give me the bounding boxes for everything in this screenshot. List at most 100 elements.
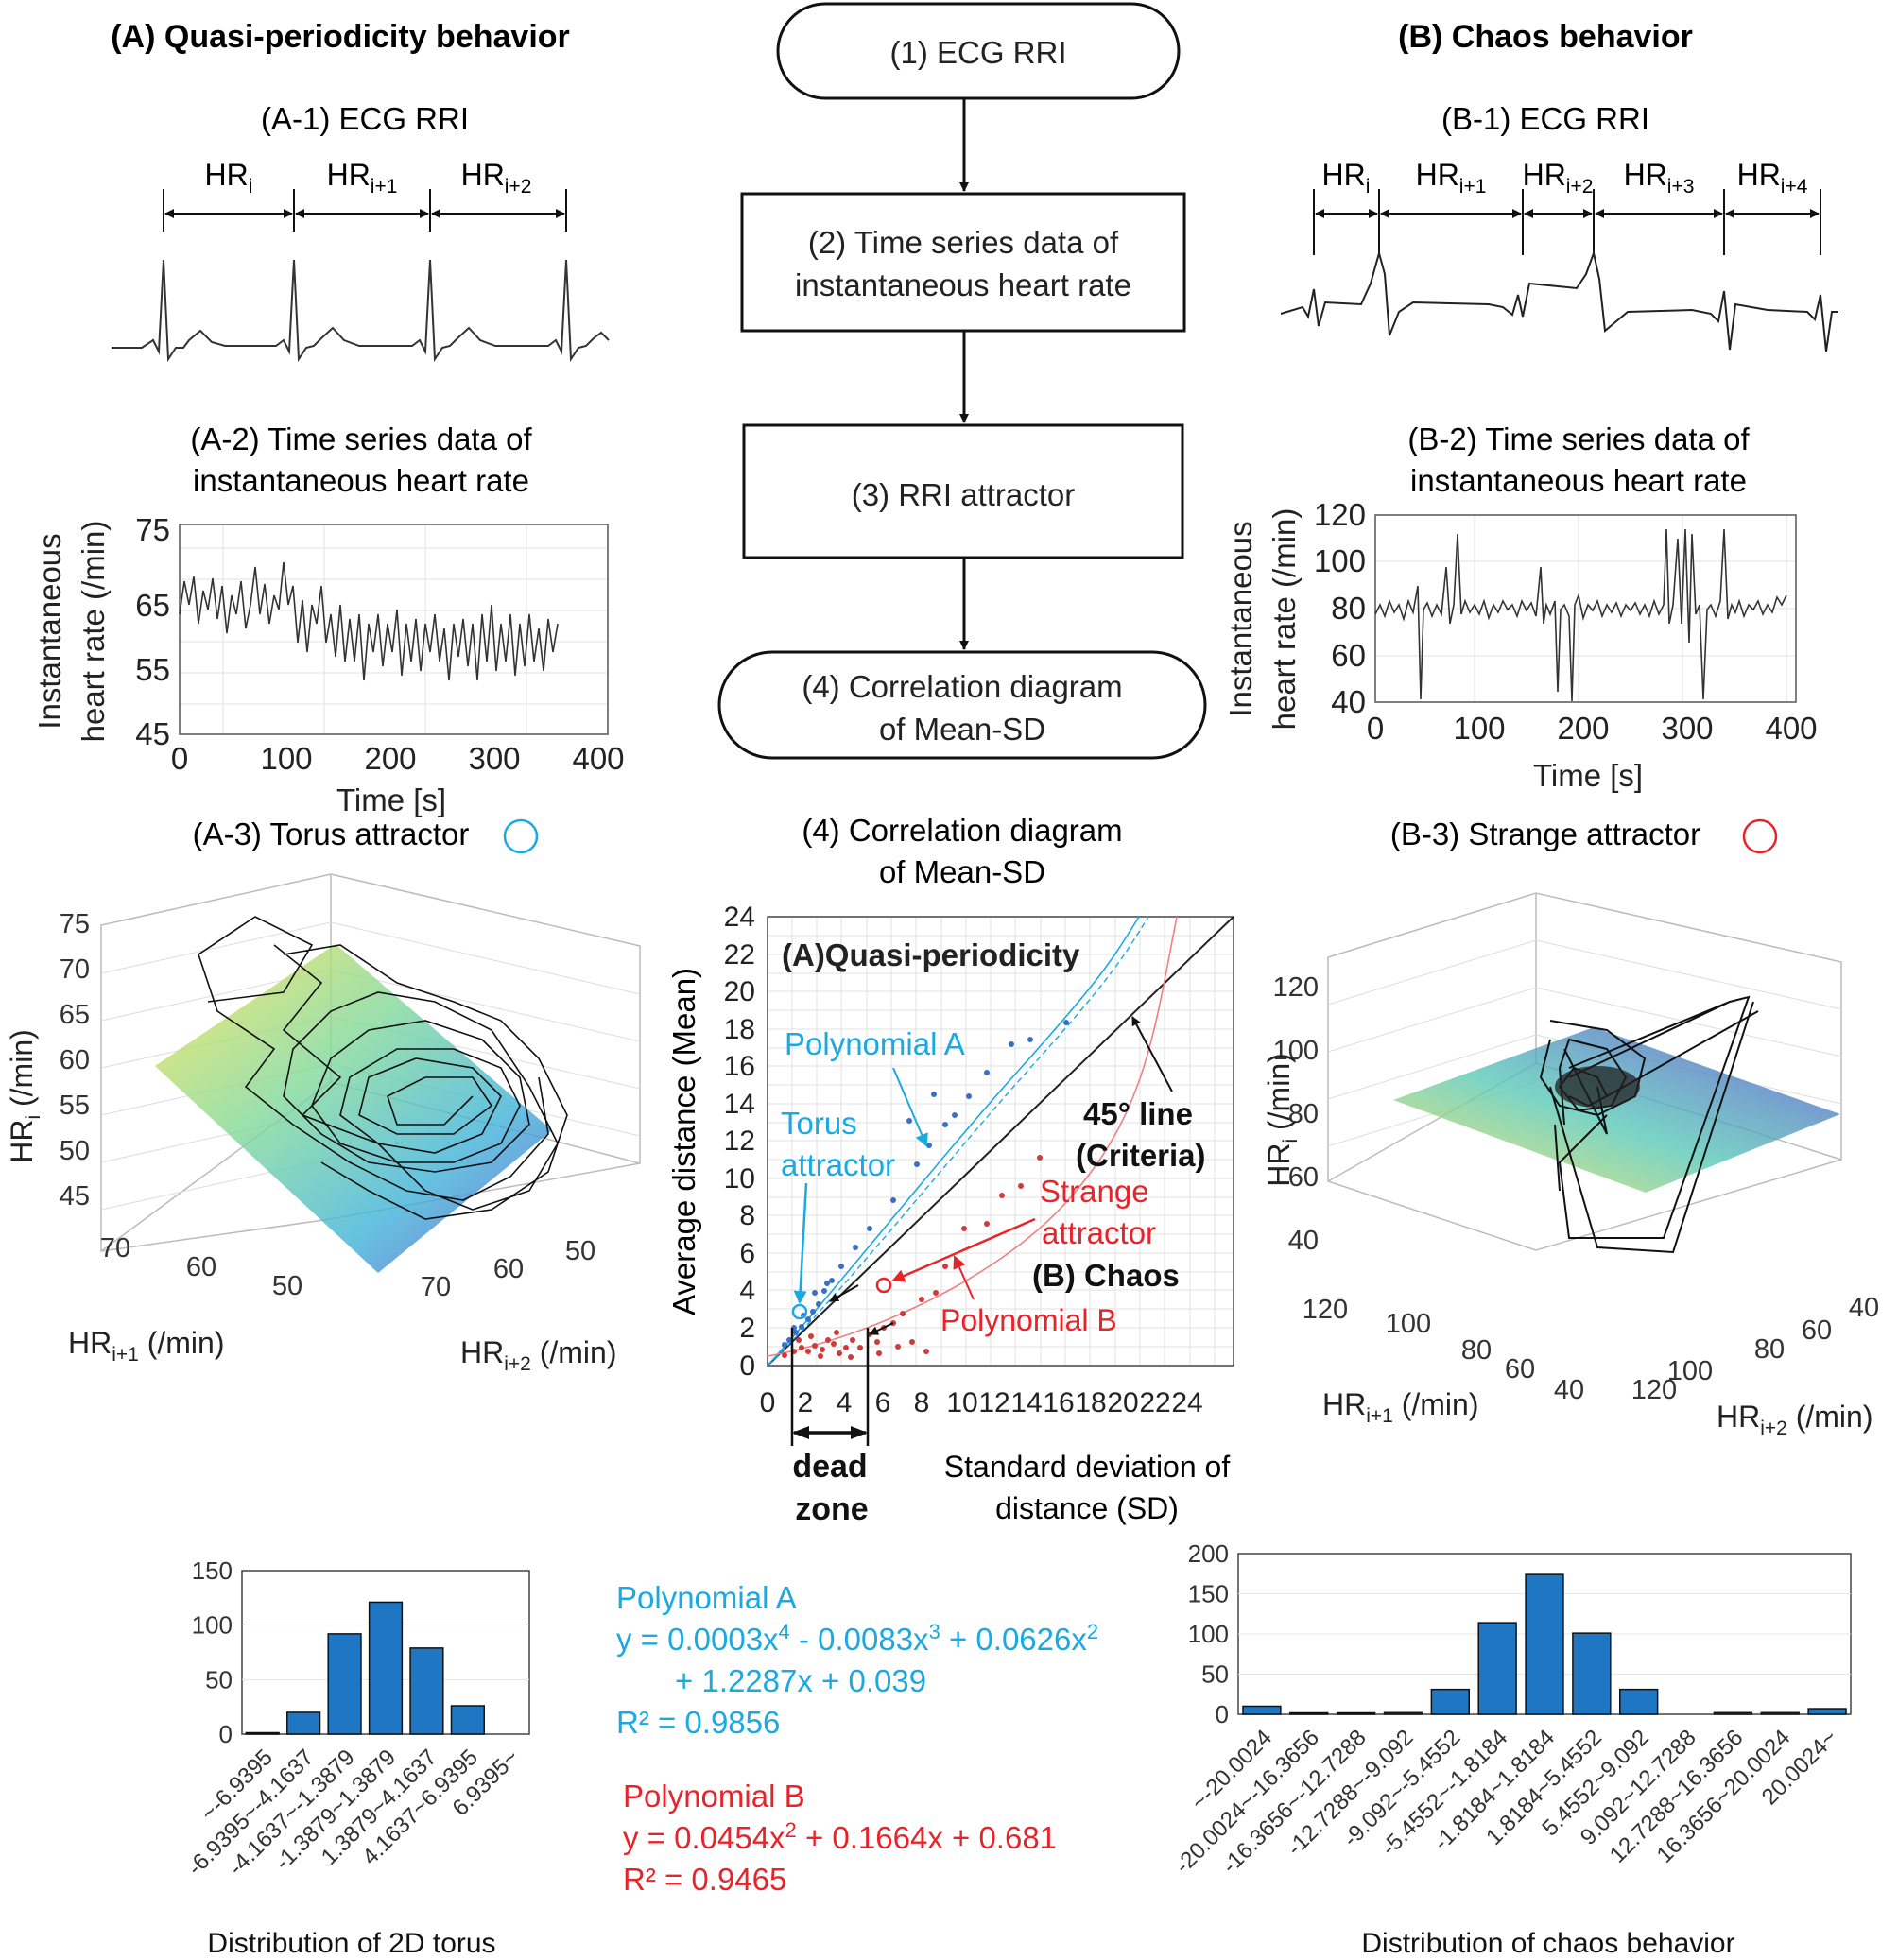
mean-sd-ylabel: Average distance (Mean) [666,968,701,1315]
panel-a2-axes [179,524,609,735]
panel-b3-zlabel: HRi (/min) [1262,1053,1302,1187]
panel-b3-ylabel: HRi+2 (/min) [1717,1400,1872,1439]
panel-a3-ytick-70: 70 [421,1272,451,1302]
panel-a3-xtick-50: 50 [272,1271,302,1301]
mean-sd-ytick-16: 16 [724,1051,755,1082]
panel-b2-ytick-40: 40 [1331,684,1366,719]
panel-a3-ztick-70: 70 [60,954,90,985]
panel-b2-ytick-80: 80 [1331,591,1366,626]
panel-b3-ytick-100: 100 [1667,1356,1713,1386]
mean-sd-ytick-14: 14 [724,1089,755,1120]
mean-sd-xtick-10: 10 [946,1387,977,1418]
torus-dist-bar [409,1647,444,1735]
panel-a1-rr-interval-markers [163,189,567,232]
panel-b2-title-2: instantaneous heart rate [1410,463,1747,498]
panel-a3-xtick-60: 60 [186,1252,216,1282]
panel-a2-ytick-75: 75 [135,512,170,547]
panel-b1-hr-label-5: HRi+4 [1737,158,1808,198]
equation-b-r2: R² = 0.9465 [623,1862,786,1897]
chaos-dist-bar [1713,1711,1753,1715]
polynomial-a-arrow [892,1067,928,1147]
chaos-dist-ytick: 0 [1216,1700,1229,1728]
mean-sd-ytick-22: 22 [724,939,755,971]
panel-b1-rr-interval-markers [1313,189,1821,255]
strange-attractor-marker [875,1277,892,1294]
dead-zone-label-2: zone [795,1491,868,1527]
panel-b2-xtick-100: 100 [1453,711,1505,746]
panel-a3-ztick-55: 55 [60,1091,90,1121]
mean-sd-y-ticks: 0 2 4 6 8 10 12 14 16 18 20 22 24 [724,902,755,1382]
chaos-fitted-plane [1393,1027,1840,1193]
polynomial-a-curve [767,916,1140,1367]
chaos-dist-bars [1242,1573,1847,1715]
torus-attractor-label-1: Torus [781,1106,857,1141]
torus-dist-bars [245,1601,485,1735]
panel-b3-xtick-60: 60 [1505,1354,1535,1384]
panel-b2-xlabel: Time [s] [1533,758,1643,793]
equation-a-line2: + 1.2287x + 0.039 [675,1663,926,1698]
panel-a3-ytick-50: 50 [565,1236,595,1266]
chaos-data-points [782,1155,1043,1360]
panel-b2: (B-2) Time series data of instantaneous … [1223,421,1818,793]
panel-a2-xtick-200: 200 [364,741,416,776]
chaos-dist-bar [1525,1573,1564,1715]
chaos-dist-bar [1289,1711,1329,1715]
line45-label-1: 45° line [1083,1096,1193,1131]
panel-b1: (B-1) ECG RRI HRi HRi+1 HRi+2 HRi+3 HRi+… [1280,101,1838,352]
mean-sd-ytick-0: 0 [739,1350,755,1382]
torus-data-points [782,1020,1069,1348]
panel-a3-title: (A-3) Torus attractor [193,817,470,851]
panel-a3-ztick-60: 60 [60,1045,90,1075]
panel-a2-ytick-45: 45 [135,716,170,751]
mean-sd-xtick-14: 14 [1010,1387,1042,1418]
chaos-dist-bar [1619,1688,1659,1715]
chaos-dist-bar [1242,1705,1282,1715]
mean-sd-ytick-2: 2 [739,1313,755,1344]
torus-dist-ytick: 50 [205,1665,233,1694]
torus-dist-bar [450,1705,485,1735]
panel-a1: (A-1) ECG RRI HRi HRi+1 HRi+2 [112,101,610,363]
chaos-dist-bar [1336,1711,1376,1715]
equation-a-r2: R² = 0.9856 [616,1705,780,1740]
panel-b3-ztick-80: 80 [1288,1099,1319,1129]
panel-a2-ylabel-2: heart rate (/min) [76,521,111,743]
heading-chaos: (B) Chaos behavior [1398,19,1693,55]
panel-b2-ytick-100: 100 [1314,543,1366,578]
polynomial-b-curve [767,916,1178,1357]
panel-b3-xlabel: HRi+1 (/min) [1322,1387,1478,1427]
panel-b3: (B-3) Strange attractor 120 100 80 60 40… [1262,817,1879,1439]
panel-a2-title-2: instantaneous heart rate [193,463,529,498]
chaos-dist-bar [1572,1632,1612,1715]
panel-b2-ylabel-1: Instantaneous [1223,521,1258,716]
polynomial-b-arrow [953,1255,975,1300]
mean-sd-ytick-6: 6 [739,1238,755,1269]
panel-b3-xtick-80: 80 [1461,1335,1492,1366]
panel-b2-xtick-200: 200 [1557,711,1609,746]
torus-dist-ytick: 100 [192,1611,233,1640]
panel-b2-xtick-0: 0 [1367,711,1384,746]
panel-b1-title: (B-1) ECG RRI [1441,101,1649,136]
panel-a2-grid [180,524,608,734]
chaos-dist-x-ticks: ~-20.0024-20.0024~-16.3656-16.3656~-12.7… [1170,1725,1842,1879]
line45-arrow [1131,1016,1173,1092]
chaos-label: (B) Chaos [1032,1258,1180,1293]
mean-sd-xlabel-2: distance (SD) [995,1491,1179,1525]
panel-a2-xtick-400: 400 [572,741,624,776]
chaos-dist-bar [1477,1622,1517,1715]
dead-zone-label-1: dead [792,1449,867,1485]
mean-sd-xtick-20: 20 [1107,1387,1138,1418]
panel-a2-xtick-0: 0 [171,741,188,776]
panel-b2-title-1: (B-2) Time series data of [1407,421,1750,456]
torus-dist-y-ticks: 0 50 100 150 [192,1556,233,1748]
mean-sd-xtick-0: 0 [760,1387,776,1418]
panel-a2-xlabel: Time [s] [336,782,446,817]
equation-a-title: Polynomial A [616,1580,797,1615]
equations: Polynomial A y = 0.0003x4 - 0.0083x3 + 0… [616,1580,1098,1897]
panel-b3-ytick-120: 120 [1631,1375,1677,1405]
panel-a2-xtick-100: 100 [260,741,312,776]
flow-step3-label: (3) RRI attractor [852,477,1076,512]
chaos-dist-bar [1430,1688,1470,1715]
panel-a3-ztick-45: 45 [60,1181,90,1212]
panel-b1-hr-label-2: HRi+1 [1416,158,1487,198]
chaos-arrow-2 [869,1322,894,1335]
